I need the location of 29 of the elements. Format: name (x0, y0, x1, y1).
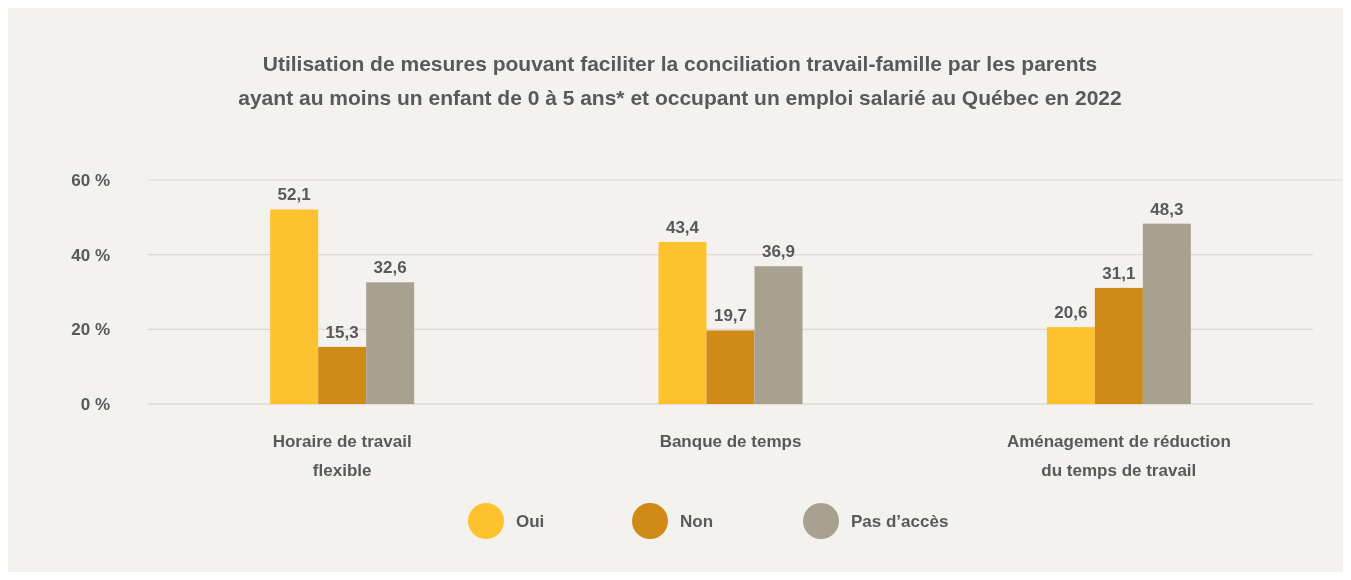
y-tick-label: 0 % (80, 395, 110, 414)
bar (1142, 223, 1191, 404)
data-label: 48,3 (1150, 199, 1184, 219)
bar (1046, 327, 1095, 404)
data-label: 32,6 (373, 258, 407, 278)
x-tick-label: Banque de temps (659, 432, 802, 451)
data-label: 36,9 (761, 242, 796, 262)
data-label: 52,1 (277, 185, 311, 205)
x-tick-label: Aménagement de réduction du temps de travail (1006, 432, 1231, 480)
y-tick-label: 20 % (71, 320, 110, 340)
data-label: 20,6 (1054, 303, 1088, 323)
data-label: 15,3 (325, 322, 359, 342)
bar (318, 346, 367, 404)
legend-label: Pas d’accès (851, 512, 949, 531)
bar (270, 209, 319, 404)
data-label: 43,4 (665, 217, 700, 237)
bar (754, 266, 803, 404)
data-label: 31,1 (1102, 263, 1136, 283)
bar (706, 330, 755, 404)
legend-label: Non (680, 512, 714, 531)
x-tick-label: Horaire de travail flexible (272, 432, 412, 480)
bar (1094, 287, 1143, 404)
bar (366, 282, 415, 404)
bar (658, 241, 707, 404)
y-tick-label: 40 % (71, 245, 110, 265)
legend-label: Oui (516, 512, 545, 531)
chart-title: Utilisation de mesures pouvant faciliter la conciliation travail-famille par les parents ayant au moins un enfant de 0 à 5 ans* et occupant un emploi salarié au Québec en 2022 (238, 52, 1122, 109)
data-label: 19,7 (713, 306, 748, 326)
y-tick-label: 60 % (71, 171, 110, 190)
